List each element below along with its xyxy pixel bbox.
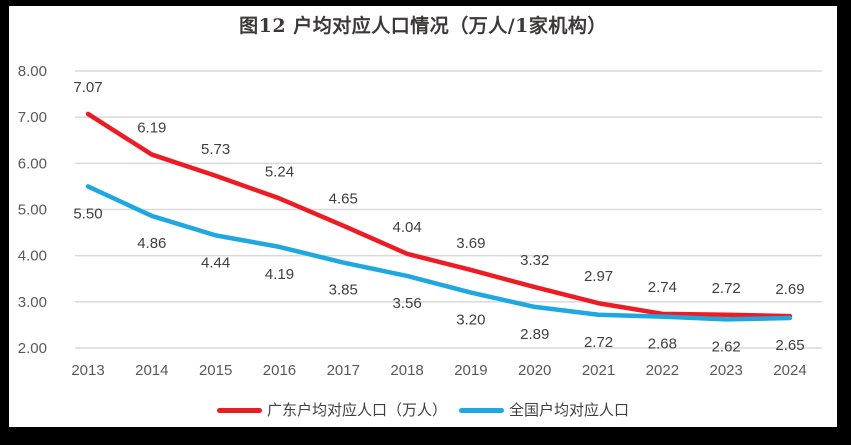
- chart-panel: [9, 6, 837, 427]
- data-label: 5.73: [201, 141, 230, 158]
- x-tick-label: 2022: [646, 362, 679, 379]
- data-label: 2.62: [712, 338, 741, 355]
- data-label: 2.97: [584, 268, 613, 285]
- data-label: 4.44: [201, 254, 230, 271]
- legend-label-guangdong: 广东户均对应人口（万人）: [266, 401, 447, 419]
- x-tick-label: 2014: [135, 362, 168, 379]
- data-label: 4.65: [329, 191, 358, 208]
- data-label: 4.04: [392, 219, 421, 236]
- series-line-national: [85, 184, 793, 322]
- x-tick-label: 2016: [263, 362, 296, 379]
- data-label: 2.69: [775, 281, 804, 298]
- data-label: 2.65: [775, 337, 804, 354]
- y-tick-label: 4.00: [18, 248, 47, 265]
- data-label: 3.32: [520, 252, 549, 269]
- x-tick-label: 2013: [71, 362, 104, 379]
- data-label: 2.72: [584, 334, 613, 351]
- x-tick-label: 2017: [327, 362, 360, 379]
- data-label: 2.72: [712, 280, 741, 297]
- series-line-guangdong: [85, 111, 793, 319]
- data-label: 5.50: [73, 205, 102, 222]
- data-label: 4.19: [265, 266, 294, 283]
- y-tick-label: 2.00: [18, 340, 47, 357]
- x-tick-label: 2015: [199, 362, 232, 379]
- data-label: 2.89: [520, 326, 549, 343]
- y-tick-label: 3.00: [18, 294, 47, 311]
- data-label: 7.07: [73, 79, 102, 96]
- legend: 广东户均对应人口（万人） 全国户均对应人口: [9, 398, 837, 422]
- data-label: 4.86: [137, 235, 166, 252]
- y-tick-label: 6.00: [18, 155, 47, 172]
- data-label: 3.69: [456, 235, 485, 252]
- x-tick-label: 2019: [454, 362, 487, 379]
- data-label: 6.19: [137, 120, 166, 137]
- legend-swatch-red-line: [216, 407, 262, 413]
- legend-swatch-blue-line: [459, 407, 504, 413]
- x-tick-label: 2021: [582, 362, 615, 379]
- x-tick-label: 2024: [773, 362, 806, 379]
- chart-title: 图12 户均对应人口情况（万人/1家机构）: [239, 15, 607, 37]
- data-label: 3.85: [329, 282, 358, 299]
- y-tick-label: 5.00: [18, 202, 47, 219]
- legend-label-national: 全国户均对应人口: [509, 401, 630, 419]
- data-label: 2.68: [648, 336, 677, 353]
- legend-item-national: 全国户均对应人口: [459, 403, 629, 418]
- x-tick-label: 2020: [518, 362, 551, 379]
- data-label: 3.20: [456, 312, 485, 329]
- y-tick-label: 8.00: [18, 63, 47, 80]
- data-label: 3.56: [392, 295, 421, 312]
- x-tick-label: 2023: [709, 362, 742, 379]
- data-label: 5.24: [265, 163, 294, 180]
- y-tick-label: 7.00: [18, 109, 47, 126]
- data-label: 2.74: [648, 279, 677, 296]
- legend-item-guangdong: 广东户均对应人口（万人）: [216, 401, 447, 419]
- x-tick-label: 2018: [390, 362, 423, 379]
